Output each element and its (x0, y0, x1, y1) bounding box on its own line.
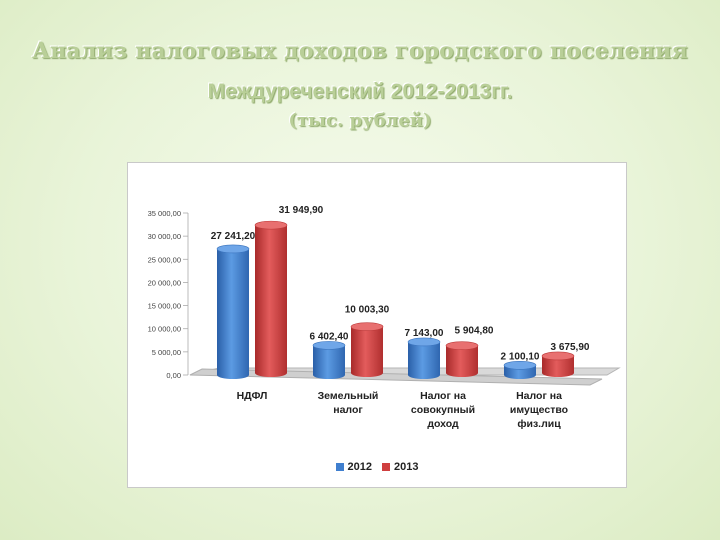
legend-label-2012: 2012 (347, 461, 372, 473)
x-tick-label-2: Налог на (420, 390, 466, 402)
bar-2013-2 (446, 345, 478, 377)
legend-swatch-2013 (382, 463, 390, 471)
bar-top-2012-3 (503, 360, 537, 370)
bar-top-2012-0 (216, 244, 250, 254)
data-label-2012-1: 6 402,40 (310, 331, 349, 342)
y-tick-label: 35 000,00 (148, 209, 181, 218)
chart-floor-front (189, 368, 603, 386)
data-label-2013-2: 5 904,80 (455, 326, 494, 337)
y-tick-label: 0,00 (166, 371, 181, 380)
slide-title: Анализ налоговых доходов городского посе… (31, 38, 689, 64)
x-tick-label-0: НДФЛ (237, 390, 268, 402)
chart-area: 0,00 5 000,00 10 000,00 15 000,00 20 000,00 2… (127, 162, 627, 488)
chart-legend: 2012 2013 (128, 461, 626, 473)
y-tick-label: 10 000,00 (148, 325, 181, 334)
data-label-2012-2: 7 143,00 (405, 328, 444, 339)
x-tick-label-1: налог (333, 404, 363, 416)
data-label-2013-0: 31 949,90 (279, 205, 324, 216)
x-tick-label-3: Налог на (516, 390, 562, 402)
y-tick-label: 15 000,00 (148, 302, 181, 311)
legend-item-2012: 2012 (335, 461, 372, 473)
x-tick-label-3: физ.лиц (517, 418, 561, 430)
bar-2012-0 (217, 248, 249, 379)
bar-2013-0 (255, 225, 287, 377)
data-label-2013-1: 10 003,30 (345, 305, 390, 316)
bar-top-2012-1 (312, 341, 346, 350)
bar-top-2012-2 (407, 337, 441, 347)
legend-item-2013: 2013 (382, 461, 418, 473)
bar-2012-1 (313, 345, 345, 379)
bar-top-2013-3 (541, 351, 575, 361)
y-tick-label: 5 000,00 (152, 348, 181, 357)
y-tick-label: 30 000,00 (148, 232, 181, 241)
bar-top-2013-0 (254, 220, 288, 230)
x-tick-label-1: Земельный (318, 390, 379, 402)
legend-swatch-2012 (335, 463, 344, 471)
bar-2012-2 (408, 341, 440, 379)
x-tick-label-3: имущество (510, 404, 568, 416)
data-label-2012-0: 27 241,20 (211, 231, 256, 242)
bar-2013-3 (542, 355, 574, 377)
data-label-2012-3: 2 100,10 (501, 351, 540, 362)
bar-top-2013-2 (445, 341, 479, 350)
y-tick-label: 20 000,00 (148, 278, 181, 287)
slide-units: (тыс. рублей) (288, 110, 432, 131)
bar-top-2013-1 (350, 322, 384, 331)
data-label-2013-3: 3 675,90 (551, 342, 590, 353)
x-tick-label-2: совокупный (411, 404, 475, 416)
x-tick-label-2: доход (427, 418, 459, 430)
bar-2013-1 (351, 326, 383, 377)
slide-subtitle: Междуреченский 2012-2013гг. (207, 80, 513, 103)
bar-chart: 0,00 5 000,00 10 000,00 15 000,00 20 000,00 2… (148, 205, 621, 430)
y-tick-label: 25 000,00 (148, 255, 181, 264)
legend-label-2013: 2013 (394, 461, 419, 473)
